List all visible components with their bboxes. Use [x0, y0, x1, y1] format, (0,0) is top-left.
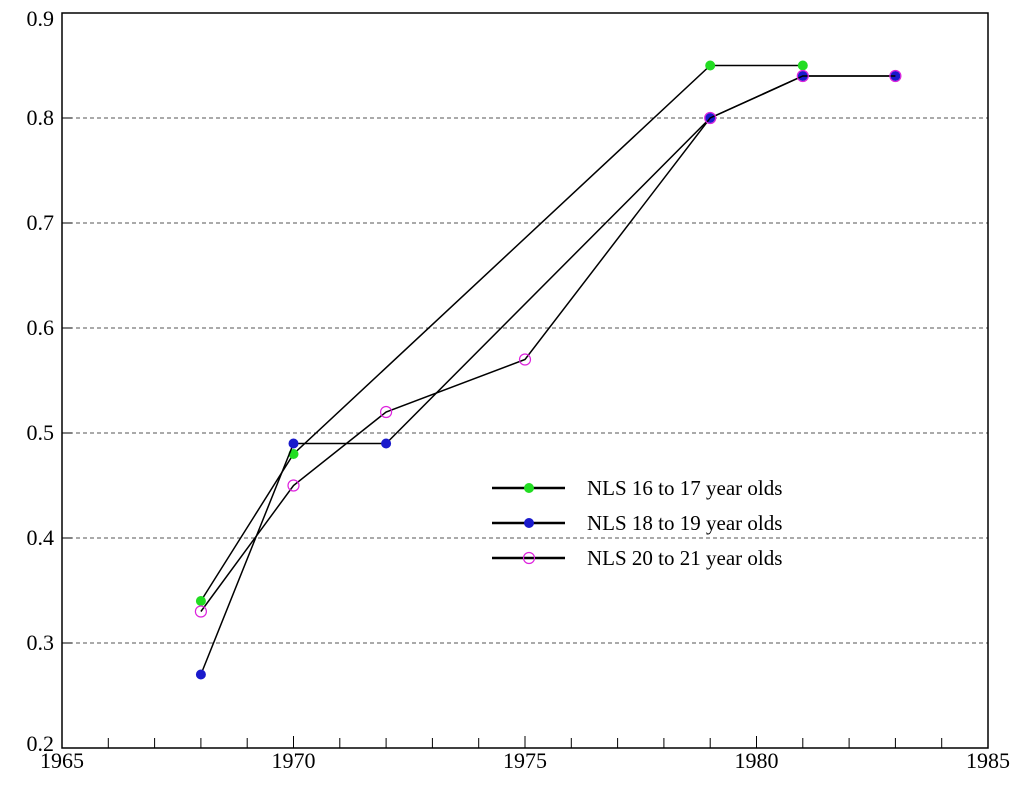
- axis-ticks: [61, 12, 989, 749]
- series-line: [200, 64, 803, 602]
- x-tick-label: 1975: [503, 748, 547, 773]
- y-tick-label: 0.4: [27, 525, 55, 550]
- legend-item: NLS 18 to 19 year olds: [492, 511, 782, 535]
- data-point: [195, 596, 206, 606]
- legend-label: NLS 20 to 21 year olds: [587, 546, 782, 570]
- data-point: [796, 69, 809, 83]
- series-line: [200, 75, 896, 675]
- y-axis-tick-labels: 0.2 0.3 0.4 0.5 0.6 0.7 0.8 0.9: [27, 6, 55, 756]
- data-point: [797, 60, 808, 71]
- x-tick-label: 1985: [966, 748, 1010, 773]
- legend-item: NLS 16 to 17 year olds: [492, 476, 782, 500]
- y-tick-label: 0.3: [27, 630, 55, 655]
- data-point: [381, 438, 392, 449]
- data-point: [705, 60, 716, 71]
- y-tick-label: 0.5: [27, 420, 55, 445]
- y-tick-label: 0.9: [27, 6, 55, 31]
- legend-swatch-marker: [524, 483, 534, 493]
- series-3: [194, 69, 902, 618]
- x-tick-label: 1970: [272, 748, 316, 773]
- y-tick-label: 0.7: [27, 210, 55, 235]
- series-layer: [194, 60, 902, 680]
- data-point: [704, 111, 717, 125]
- x-tick-label: 1965: [40, 748, 84, 773]
- series-2: [195, 71, 901, 680]
- data-point: [287, 479, 300, 492]
- y-tick-label: 0.2: [27, 731, 55, 756]
- y-tick-label: 0.6: [27, 315, 55, 340]
- gridlines: [62, 117, 988, 644]
- series-line: [200, 75, 896, 612]
- y-tick-label: 0.8: [27, 105, 55, 130]
- legend-label: NLS 16 to 17 year olds: [587, 476, 782, 500]
- data-point: [518, 353, 532, 366]
- data-point: [380, 405, 393, 419]
- series-1: [195, 60, 808, 606]
- legend-swatch-marker: [524, 518, 534, 528]
- data-point: [288, 438, 299, 449]
- legend-label: NLS 18 to 19 year olds: [587, 511, 782, 535]
- data-point: [889, 69, 902, 83]
- plot-frame: [61, 12, 989, 749]
- data-point: [194, 605, 207, 618]
- legend-item: NLS 20 to 21 year olds: [492, 546, 782, 570]
- x-axis-tick-labels: 1965 1970 1975 1980 1985: [40, 748, 1010, 773]
- legend-swatch-marker: [522, 551, 536, 565]
- legend: NLS 16 to 17 year olds NLS 18 to 19 year …: [492, 476, 782, 570]
- data-point: [195, 669, 206, 680]
- x-tick-label: 1980: [735, 748, 779, 773]
